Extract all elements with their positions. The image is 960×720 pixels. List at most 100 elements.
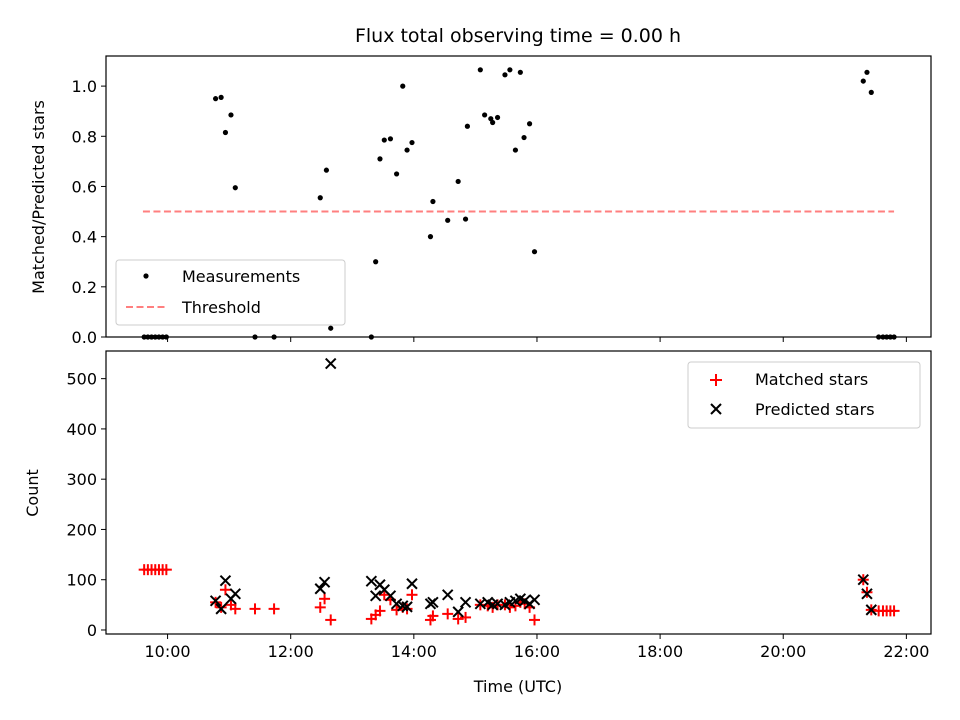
ratio-panel-frame xyxy=(105,55,932,338)
measurement-point xyxy=(218,94,224,100)
predicted-stars-point xyxy=(857,574,869,586)
predicted-stars-point xyxy=(314,583,326,595)
measurement-point xyxy=(860,78,866,84)
ratio-y-tick-label: 0.2 xyxy=(72,278,97,297)
count-y-tick-label: 300 xyxy=(66,470,97,489)
predicted-stars-point xyxy=(215,603,227,615)
count-y-tick-label: 500 xyxy=(66,370,97,389)
predicted-stars-point xyxy=(365,575,378,587)
measurement-point xyxy=(512,147,519,153)
count-legend: Matched stars Predicted stars xyxy=(687,361,921,429)
measurement-point xyxy=(393,171,400,177)
matched-stars-point xyxy=(210,596,222,608)
measurement-point xyxy=(482,112,488,118)
legend-measurements-label: Measurements xyxy=(182,267,300,286)
matched-stars-point xyxy=(374,605,386,617)
count-y-tick-label: 100 xyxy=(66,571,97,590)
matched-stars-point xyxy=(215,601,227,613)
count-y-tick-label: 0 xyxy=(87,621,97,640)
matched-stars-point xyxy=(529,614,541,626)
ratio-legend-box xyxy=(115,259,346,326)
measurement-point xyxy=(317,195,323,201)
matched-stars-point xyxy=(442,608,454,620)
measurement-point xyxy=(373,259,379,265)
predicted-stars-point xyxy=(865,604,877,616)
ratio-y-tick-label: 1.0 xyxy=(72,77,97,96)
measurement-point xyxy=(228,112,234,118)
legend-threshold-label: Threshold xyxy=(181,298,261,317)
legend-matched-label: Matched stars xyxy=(755,370,868,389)
matched-stars-point xyxy=(460,611,472,623)
measurement-point xyxy=(521,134,527,141)
predicted-stars-point xyxy=(452,606,464,618)
matched-stars-point xyxy=(427,610,439,622)
ratio-y-tick-label: 0.4 xyxy=(72,228,97,247)
matched-stars-point xyxy=(229,603,241,615)
count-legend-box xyxy=(687,361,921,429)
measurement-point xyxy=(430,198,436,205)
ratio-y-tick-label: 0.8 xyxy=(72,127,97,146)
matched-stars-point xyxy=(406,589,418,601)
count-x-tick-label: 22:00 xyxy=(883,642,929,661)
count-y-tick-label: 200 xyxy=(66,520,97,539)
matched-stars-point xyxy=(249,603,261,615)
matched-stars-point xyxy=(160,564,172,576)
predicted-stars-point xyxy=(325,357,337,370)
predicted-stars-point xyxy=(229,588,241,600)
predicted-stars-point xyxy=(369,590,382,602)
measurement-point xyxy=(212,96,219,102)
predicted-stars-point xyxy=(427,596,439,609)
measurement-point xyxy=(409,139,415,146)
count-x-tick-label: 10:00 xyxy=(145,642,191,661)
predicted-stars-point xyxy=(390,598,403,610)
x-axis-label: Time (UTC) xyxy=(473,677,562,696)
legend-predicted-label: Predicted stars xyxy=(755,400,875,419)
predicted-stars-point xyxy=(209,595,222,607)
matched-stars-point xyxy=(325,614,337,626)
count-x-tick-label: 18:00 xyxy=(637,642,683,661)
matched-stars-point xyxy=(861,586,873,598)
measurement-point xyxy=(531,249,538,255)
measurement-point xyxy=(400,83,406,89)
predicted-stars-point xyxy=(401,601,413,613)
measurement-point xyxy=(517,69,523,75)
ratio-y-tick-label: 0.6 xyxy=(72,177,97,196)
measurement-point xyxy=(377,156,383,162)
measurement-point xyxy=(464,123,470,129)
measurement-point xyxy=(427,234,434,240)
predicted-stars-point xyxy=(384,590,397,602)
ratio-panel: 0.0 0.2 0.4 0.6 0.8 1.0 Matched/Predicted sta… xyxy=(29,55,932,347)
count-y-axis-label: Count xyxy=(23,469,42,517)
predicted-stars-point xyxy=(219,575,232,587)
matched-stars-point xyxy=(391,604,403,616)
matched-stars-point xyxy=(452,613,464,625)
measurement-point xyxy=(404,147,410,153)
measurement-point xyxy=(328,325,334,331)
measurement-point xyxy=(477,67,483,73)
measurement-point xyxy=(232,185,238,191)
measurement-point xyxy=(222,129,229,136)
legend-measurements-marker xyxy=(143,273,149,279)
count-y-tick-label: 400 xyxy=(66,420,97,439)
figure-title: Flux total observing time = 0.00 h xyxy=(355,25,681,47)
measurement-point xyxy=(507,67,513,73)
measurement-point xyxy=(462,216,469,222)
measurement-point xyxy=(323,167,330,173)
predicted-stars-point xyxy=(861,588,873,600)
count-x-tick-label: 20:00 xyxy=(760,642,806,661)
matched-stars-point xyxy=(219,584,231,596)
predicted-stars-point xyxy=(459,596,472,609)
measurement-point xyxy=(868,89,874,95)
matched-stars-point xyxy=(268,603,280,615)
measurement-point xyxy=(502,72,508,78)
ratio-y-axis-label: Matched/Predicted stars xyxy=(29,100,48,294)
measurement-point xyxy=(864,69,870,75)
predicted-stars-point xyxy=(528,594,541,606)
measurement-point xyxy=(387,136,394,142)
ratio-legend: Measurements Threshold xyxy=(115,259,346,326)
count-x-tick-label: 16:00 xyxy=(514,642,560,661)
measurement-point xyxy=(526,121,533,127)
predicted-stars-point xyxy=(406,578,418,590)
